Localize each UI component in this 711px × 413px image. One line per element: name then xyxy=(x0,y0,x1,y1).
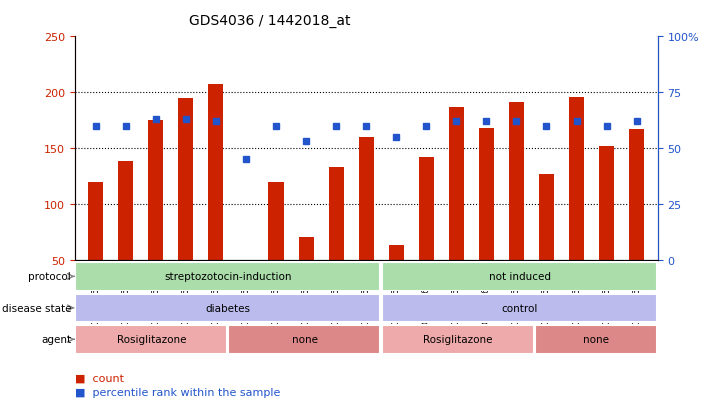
Bar xyxy=(75,325,227,354)
Bar xyxy=(228,325,380,354)
Bar xyxy=(299,238,314,260)
Text: agent: agent xyxy=(41,335,71,344)
Bar xyxy=(599,147,614,260)
Bar xyxy=(75,262,380,291)
Bar xyxy=(535,325,656,354)
Text: diabetes: diabetes xyxy=(205,303,250,313)
Bar xyxy=(382,262,656,291)
Bar xyxy=(269,182,284,260)
Bar xyxy=(382,294,656,323)
Text: protocol: protocol xyxy=(28,272,71,282)
Bar xyxy=(389,246,404,260)
Text: none: none xyxy=(583,335,609,344)
Bar xyxy=(358,138,374,260)
Text: none: none xyxy=(292,335,318,344)
Text: ■  count: ■ count xyxy=(75,373,124,383)
Bar xyxy=(149,121,164,260)
Bar xyxy=(569,97,584,260)
Bar xyxy=(539,174,554,260)
Bar xyxy=(88,182,103,260)
Text: ■  percentile rank within the sample: ■ percentile rank within the sample xyxy=(75,387,280,397)
Bar xyxy=(382,325,534,354)
Text: control: control xyxy=(501,303,538,313)
Bar xyxy=(118,162,133,260)
Bar xyxy=(449,107,464,260)
Text: Rosiglitazone: Rosiglitazone xyxy=(424,335,493,344)
Text: GDS4036 / 1442018_at: GDS4036 / 1442018_at xyxy=(189,14,351,28)
Bar xyxy=(238,260,253,311)
Bar xyxy=(75,294,380,323)
Text: disease state: disease state xyxy=(1,303,71,313)
Bar xyxy=(178,98,193,260)
Text: streptozotocin-induction: streptozotocin-induction xyxy=(164,272,292,282)
Bar xyxy=(419,158,434,260)
Bar xyxy=(629,130,644,260)
Text: not induced: not induced xyxy=(488,272,550,282)
Bar xyxy=(208,85,223,260)
Bar xyxy=(328,168,343,260)
Bar xyxy=(479,128,494,260)
Text: Rosiglitazone: Rosiglitazone xyxy=(117,335,186,344)
Bar xyxy=(509,103,524,260)
